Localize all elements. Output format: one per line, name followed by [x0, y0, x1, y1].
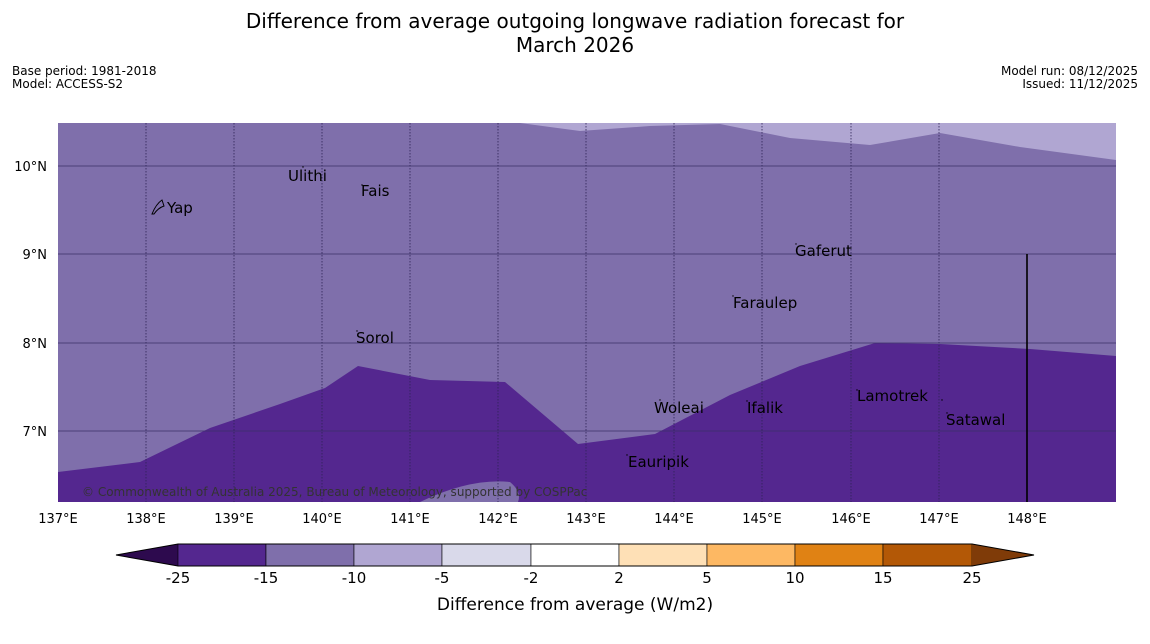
colorbar-tick: 2 [614, 569, 624, 587]
colorbar-segment [441, 543, 532, 567]
lon-axis-labels: 137°E 138°E 139°E 140°E 141°E 142°E 143°… [38, 512, 1047, 527]
lon-label: 142°E [478, 512, 518, 527]
lat-label: 8°N [23, 337, 48, 352]
lon-label: 139°E [214, 512, 254, 527]
map-title: Difference from average outgoing longwav… [0, 9, 1150, 57]
colorbar-label: Difference from average (W/m2) [437, 595, 713, 615]
colorbar-tick: 10 [785, 569, 804, 587]
colorbar-tick: -15 [254, 569, 279, 587]
colorbar-segment [353, 543, 443, 567]
colorbar-tick: -5 [435, 569, 450, 587]
model-run: Model run: 08/12/2025 [1000, 64, 1138, 78]
colorbar-segment [794, 543, 884, 567]
lon-label: 143°E [566, 512, 606, 527]
place-sorol: Sorol [356, 329, 394, 347]
lon-label: 141°E [390, 512, 430, 527]
lat-axis-labels: 10°N 9°N 8°N 7°N [14, 160, 47, 440]
lon-label: 146°E [831, 512, 871, 527]
colorbar-segment [265, 543, 355, 567]
anomaly-patch-minus15 [420, 481, 519, 502]
place-ulithi: Ulithi [288, 167, 327, 185]
lon-label: 144°E [654, 512, 694, 527]
graticule-lat [58, 165, 1116, 432]
colorbar-tick: -2 [524, 569, 539, 587]
title-line-1: Difference from average outgoing longwav… [245, 9, 905, 33]
lat-label: 7°N [23, 425, 48, 440]
lon-label: 147°E [919, 512, 959, 527]
place-woleai: Woleai [654, 399, 704, 417]
colorbar-tick: -25 [166, 569, 191, 587]
lat-label: 10°N [14, 160, 47, 175]
model-name: Model: ACCESS-S2 [12, 77, 124, 91]
copyright-notice: © Commonwealth of Australia 2025, Bureau… [82, 485, 587, 499]
colorbar-segment [882, 543, 973, 567]
map-area: Yap Ulithi Fais Sorol Gaferut Faraulep W… [58, 123, 1116, 502]
base-period: Base period: 1981-2018 [12, 64, 157, 78]
anomaly-band-minus10 [520, 123, 1116, 160]
meta-left: Base period: 1981-2018 Model: ACCESS-S2 [12, 65, 157, 91]
place-ifalik: Ifalik [747, 399, 783, 417]
graticule-lon [145, 123, 940, 502]
colorbar-tick: -10 [342, 569, 367, 587]
lon-label: 145°E [742, 512, 782, 527]
lat-label: 9°N [23, 248, 48, 263]
island-dots [302, 166, 948, 456]
colorbar-segment [177, 543, 267, 567]
place-gaferut: Gaferut [795, 242, 852, 260]
place-lamotrek: Lamotrek [857, 387, 928, 405]
place-fais: Fais [361, 182, 390, 200]
place-faraulep: Faraulep [733, 294, 797, 312]
title-line-2: March 2026 [515, 33, 635, 57]
yap-island-shape [151, 199, 165, 215]
colorbar-arrow-low [116, 544, 178, 566]
anomaly-band-minus25 [58, 343, 1116, 502]
colorbar-segment [530, 543, 620, 567]
colorbar: -25 -15 -10 -5 -2 2 5 10 15 25 Differenc… [115, 543, 1035, 615]
colorbar-tick: 5 [702, 569, 712, 587]
colorbar-tick: 25 [962, 569, 981, 587]
place-eauripik: Eauripik [628, 453, 689, 471]
issued-date: Issued: 11/12/2025 [1022, 77, 1138, 91]
colorbar-tick: 15 [873, 569, 892, 587]
lon-label: 148°E [1007, 512, 1047, 527]
place-satawal: Satawal [946, 411, 1005, 429]
lon-label: 138°E [126, 512, 166, 527]
colorbar-segment [618, 543, 708, 567]
meta-right: Model run: 08/12/2025 Issued: 11/12/2025 [1001, 65, 1138, 91]
colorbar-outline [115, 543, 1035, 567]
colorbar-segment [706, 543, 796, 567]
place-yap: Yap [166, 199, 193, 217]
colorbar-arrow-high [972, 544, 1034, 566]
lon-label: 140°E [302, 512, 342, 527]
lon-label: 137°E [38, 512, 78, 527]
